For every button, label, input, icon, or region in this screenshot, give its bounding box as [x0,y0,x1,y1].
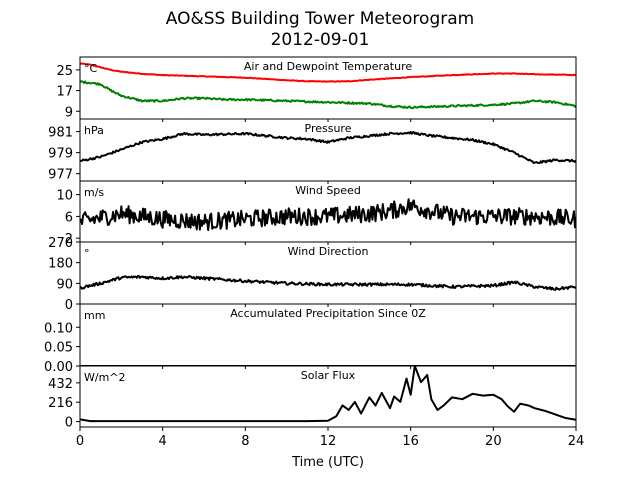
y-tick-label-precip-1: 0.05 [44,341,73,356]
y-tick-label-wind_speed-1: 6 [65,210,73,225]
x-tick-label-6: 24 [568,434,585,449]
x-tick-label-5: 20 [485,434,502,449]
panel-solar: 0 216 432 Solar Flux W/m^2 [48,365,577,431]
unit-label-wind_speed: m/s [84,186,104,199]
series-line-temp-0 [80,62,576,83]
y-tick-label-temp-0: 9 [65,105,73,120]
y-tick-label-temp-1: 17 [56,85,73,100]
y-tick-label-precip-0: 0.00 [44,360,73,375]
unit-label-precip: mm [84,309,105,322]
panel-title-temp: Air and Dewpoint Temperature [244,60,412,73]
y-tick-label-wind_speed-0: 2 [65,232,73,247]
y-tick-label-wind_dir-2: 180 [48,257,73,272]
y-tick-label-solar-1: 216 [48,396,73,411]
series-line-wind_dir-0 [80,274,576,291]
y-tick-label-solar-2: 432 [48,377,73,392]
panel-title-solar: Solar Flux [301,369,356,382]
y-tick-label-wind_dir-0: 0 [65,298,73,313]
panel-title-pressure: Pressure [305,122,352,135]
y-tick-label-pressure-2: 981 [48,126,73,141]
x-tick-label-3: 12 [320,434,337,449]
panel-title-precip: Accumulated Precipitation Since 0Z [230,307,426,320]
panel-wind_dir: 0 90 180 270 Wind Direction ° [48,236,577,313]
y-tick-label-pressure-1: 979 [48,147,73,162]
chart-title-line2: 2012-09-01 [271,30,370,50]
y-tick-label-wind_dir-3: 270 [48,236,73,251]
x-axis: 0 4 8 12 16 20 24 [76,434,584,449]
unit-label-solar: W/m^2 [84,371,126,384]
series-line-pressure-0 [80,130,576,165]
y-tick-label-solar-0: 0 [65,416,73,431]
x-tick-label-1: 4 [159,434,167,449]
panel-title-wind_speed: Wind Speed [295,184,361,197]
panel-temp: 9 17 25 Air and Dewpoint Temperature °C [56,56,577,122]
y-tick-label-wind_dir-1: 90 [56,277,73,292]
chart-title-line1: AO&SS Building Tower Meteorogram [166,9,474,29]
unit-label-pressure: hPa [84,124,104,137]
x-tick-label-0: 0 [76,434,84,449]
unit-label-temp: °C [84,62,98,75]
y-tick-label-precip-2: 0.10 [44,321,73,336]
panel-pressure: 977 979 981 Pressure hPa [48,118,577,184]
y-tick-label-wind_speed-2: 10 [56,189,73,204]
series-line-solar-0 [80,366,576,423]
x-tick-label-4: 16 [402,434,419,449]
unit-label-wind_dir: ° [84,247,90,260]
series-line-temp-1 [80,80,576,110]
x-tick-label-2: 8 [241,434,249,449]
y-tick-label-temp-2: 25 [56,64,73,79]
panel-wind_speed: 2 6 10 Wind Speed m/s [56,180,577,247]
series-line-wind_speed-0 [80,198,576,232]
panel-title-wind_dir: Wind Direction [288,245,369,258]
panel-precip: 0.00 0.05 0.10 Accumulated Precipitation Si… [44,303,577,375]
y-tick-label-pressure-0: 977 [48,168,73,183]
x-axis-label: Time (UTC) [291,455,364,470]
